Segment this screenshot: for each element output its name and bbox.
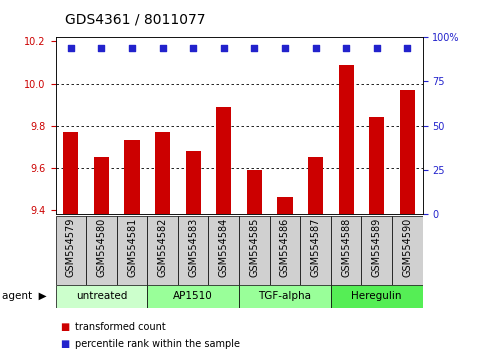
Text: GSM554590: GSM554590 — [402, 218, 412, 277]
Text: GSM554585: GSM554585 — [249, 218, 259, 278]
Bar — [361, 216, 392, 285]
Text: GSM554588: GSM554588 — [341, 218, 351, 277]
Text: GDS4361 / 8011077: GDS4361 / 8011077 — [65, 12, 206, 27]
Bar — [155, 132, 170, 214]
Text: GSM554587: GSM554587 — [311, 218, 321, 278]
Text: ■: ■ — [60, 322, 70, 332]
Bar — [147, 285, 239, 308]
Text: Heregulin: Heregulin — [352, 291, 402, 302]
Bar — [308, 157, 323, 214]
Point — [220, 45, 227, 51]
Bar — [270, 216, 300, 285]
Bar — [94, 157, 109, 214]
Bar — [300, 216, 331, 285]
Text: GSM554583: GSM554583 — [188, 218, 198, 277]
Bar — [147, 216, 178, 285]
Text: untreated: untreated — [76, 291, 127, 302]
Text: agent  ▶: agent ▶ — [2, 291, 47, 302]
Text: transformed count: transformed count — [75, 322, 166, 332]
Bar — [185, 151, 201, 214]
Bar — [125, 141, 140, 214]
Text: GSM554580: GSM554580 — [97, 218, 106, 277]
Point — [403, 45, 411, 51]
Point — [342, 45, 350, 51]
Point — [98, 45, 105, 51]
Bar — [63, 132, 78, 214]
Text: GSM554586: GSM554586 — [280, 218, 290, 277]
Bar — [247, 170, 262, 214]
Point — [189, 45, 197, 51]
Bar — [117, 216, 147, 285]
Text: GSM554589: GSM554589 — [372, 218, 382, 277]
Point — [251, 45, 258, 51]
Text: GSM554584: GSM554584 — [219, 218, 229, 277]
Text: GSM554582: GSM554582 — [157, 218, 168, 278]
Text: percentile rank within the sample: percentile rank within the sample — [75, 339, 240, 349]
Point — [67, 45, 75, 51]
Bar — [369, 117, 384, 214]
Bar — [339, 64, 354, 214]
Bar — [392, 216, 423, 285]
Point — [373, 45, 381, 51]
Bar — [331, 285, 423, 308]
Bar — [178, 216, 209, 285]
Bar — [86, 216, 117, 285]
Text: GSM554581: GSM554581 — [127, 218, 137, 277]
Bar — [209, 216, 239, 285]
Point — [159, 45, 167, 51]
Text: ■: ■ — [60, 339, 70, 349]
Bar — [239, 285, 331, 308]
Bar — [216, 107, 231, 214]
Point — [312, 45, 319, 51]
Text: TGF-alpha: TGF-alpha — [258, 291, 312, 302]
Bar — [56, 216, 86, 285]
Point — [281, 45, 289, 51]
Bar — [239, 216, 270, 285]
Bar — [331, 216, 361, 285]
Bar — [56, 285, 147, 308]
Point — [128, 45, 136, 51]
Text: GSM554579: GSM554579 — [66, 218, 76, 278]
Bar — [400, 90, 415, 214]
Bar — [277, 197, 293, 214]
Text: AP1510: AP1510 — [173, 291, 213, 302]
